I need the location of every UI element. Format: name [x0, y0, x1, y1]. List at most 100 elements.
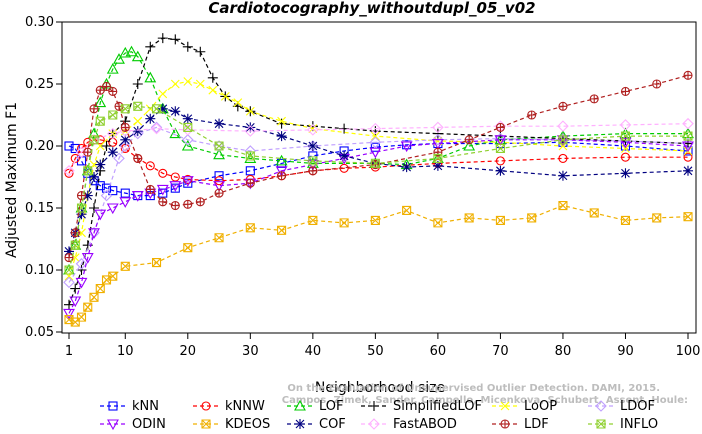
series-simplifiedlof	[64, 33, 693, 310]
legend-label: LDOF	[620, 399, 655, 414]
data-point	[145, 41, 156, 52]
data-point	[464, 135, 474, 145]
data-point	[220, 92, 230, 101]
data-point	[82, 190, 93, 201]
y-axis: 0.05 0.10 0.15 0.20 0.25 0.30	[25, 15, 62, 340]
data-point	[88, 127, 100, 139]
data-point	[233, 98, 243, 107]
data-point	[683, 212, 693, 222]
x-tick-label: 50	[367, 344, 384, 359]
legend-item-ldf: LDF	[492, 417, 549, 432]
data-point	[63, 276, 75, 289]
y-tick-label: 0.10	[25, 263, 54, 278]
data-point	[145, 113, 156, 124]
data-point	[245, 178, 255, 188]
data-point	[64, 141, 74, 151]
legend-label: KDEOS	[225, 417, 270, 432]
data-point	[401, 162, 412, 173]
data-point	[464, 213, 474, 223]
data-point	[63, 308, 75, 320]
data-point	[400, 141, 413, 153]
data-point	[113, 53, 125, 64]
x-tick-label: 100	[676, 344, 701, 359]
data-point	[463, 139, 476, 151]
data-point	[132, 126, 143, 137]
legend-item-kdeos: KDEOS	[193, 417, 270, 432]
chart-title: Cardiotocography_withoutdupl_05_v02	[208, 0, 535, 17]
series-fastabod	[63, 117, 694, 177]
data-point	[107, 147, 118, 158]
legend-item-knn: kNN	[100, 399, 159, 414]
data-point	[83, 302, 93, 312]
data-point	[207, 72, 218, 83]
legend-label: kNN	[132, 399, 159, 414]
data-point	[132, 79, 143, 89]
data-point	[76, 209, 87, 220]
legend-item-simplifiedlof: SimplifiedLOF	[361, 399, 482, 414]
legend-marker	[500, 401, 510, 411]
series-layer	[63, 33, 694, 327]
legend-label: COF	[319, 417, 346, 432]
data-point	[119, 197, 132, 208]
data-point	[370, 158, 380, 168]
data-point	[182, 124, 194, 136]
legend-item-loop: LoOP	[492, 399, 557, 414]
data-point	[64, 299, 74, 310]
x-tick-label: 40	[305, 344, 322, 359]
data-point	[208, 85, 218, 95]
y-tick-label: 0.15	[25, 201, 54, 216]
data-point	[620, 215, 631, 225]
data-point	[83, 166, 93, 176]
data-point	[169, 127, 182, 139]
data-point	[495, 143, 505, 154]
data-point	[70, 283, 81, 294]
data-point	[620, 152, 631, 162]
data-point	[432, 134, 444, 146]
series-ldf	[64, 70, 693, 263]
series-cof	[64, 103, 693, 257]
data-point	[494, 132, 507, 145]
data-point	[557, 170, 568, 181]
legend-marker	[368, 418, 380, 430]
data-point	[195, 46, 206, 57]
data-point	[495, 215, 505, 225]
legend-label: INFLO	[620, 417, 658, 432]
data-point	[133, 116, 143, 126]
legend-marker	[108, 401, 118, 411]
data-point	[70, 228, 80, 238]
data-point	[589, 208, 599, 218]
data-point	[120, 188, 130, 198]
data-point	[433, 218, 443, 228]
data-point	[83, 147, 93, 157]
legend-label: SimplifiedLOF	[393, 399, 482, 414]
data-point	[275, 154, 288, 166]
data-point	[108, 86, 118, 96]
data-point	[682, 141, 694, 153]
data-point	[214, 233, 224, 243]
data-point	[106, 203, 119, 215]
data-point	[101, 81, 112, 92]
data-point	[527, 110, 537, 120]
data-point	[170, 200, 180, 211]
data-point	[683, 131, 693, 141]
watermark-line-1: On the Evaluation of Unsupervised Outlie…	[287, 383, 660, 394]
data-point	[558, 135, 568, 145]
data-point	[113, 152, 125, 165]
legend-marker	[201, 419, 211, 429]
data-point	[244, 125, 257, 137]
legend-marker	[294, 399, 306, 411]
data-point	[683, 152, 693, 162]
data-point	[151, 104, 162, 114]
series-line-odin	[68, 139, 689, 314]
data-point	[682, 117, 694, 130]
data-point	[70, 240, 80, 250]
data-point	[144, 71, 157, 83]
data-point	[64, 265, 74, 275]
legend-label: LOF	[319, 399, 344, 414]
legend-marker	[295, 419, 305, 429]
data-point	[131, 50, 144, 62]
data-point	[214, 176, 224, 186]
series-line-simplifiedlof	[68, 37, 689, 305]
data-point	[157, 33, 168, 44]
data-point	[182, 41, 193, 52]
